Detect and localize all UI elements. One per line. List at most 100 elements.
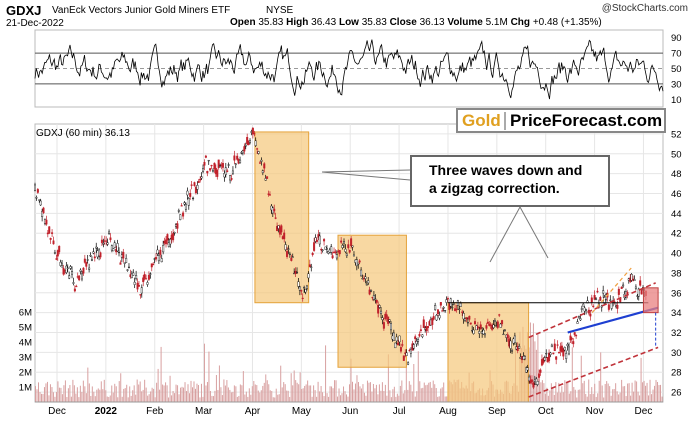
candle-body	[610, 302, 613, 309]
volume-bar	[582, 383, 584, 402]
volume-bar	[567, 381, 569, 402]
candle-body	[291, 256, 294, 258]
volume-bar	[135, 394, 137, 402]
volume-bar	[589, 394, 591, 402]
volume-bar	[618, 394, 620, 402]
volume-bar	[283, 382, 285, 402]
volume-bar	[196, 383, 198, 402]
volume-bar	[90, 395, 92, 402]
volume-bar	[429, 381, 431, 402]
volume-bar	[350, 358, 352, 402]
volume-bar	[655, 379, 657, 402]
volume-bar	[393, 386, 395, 402]
candle-body	[352, 254, 355, 257]
candle-body	[177, 210, 180, 212]
candle-body	[130, 273, 133, 278]
volume-bar	[329, 386, 331, 402]
candle-body	[169, 239, 172, 245]
volume-bar	[441, 387, 443, 402]
volume-bar	[371, 391, 373, 402]
volume-bar	[320, 386, 322, 402]
candle-body	[311, 253, 314, 256]
volume-bar	[45, 383, 47, 402]
volume-bar	[275, 388, 277, 402]
volume-bar	[199, 397, 201, 402]
candle-body	[41, 211, 44, 218]
volume-bar	[88, 383, 90, 402]
volume-bar	[314, 390, 316, 402]
candle-body	[256, 148, 259, 150]
volume-bar	[369, 382, 371, 402]
volume-bar	[607, 383, 609, 402]
volume-bar	[637, 391, 639, 402]
candle-body	[82, 267, 85, 274]
candle-body	[548, 352, 551, 362]
candle-body	[305, 285, 308, 289]
candle-body	[407, 362, 410, 365]
candle-body	[448, 303, 451, 310]
rsi-tick-label: 10	[671, 95, 682, 106]
volume-bar	[215, 375, 217, 402]
volume-bar	[268, 384, 270, 402]
volume-bar	[91, 386, 93, 402]
volume-bar	[218, 365, 220, 402]
candle-body	[320, 248, 323, 251]
candle-body	[55, 258, 58, 260]
volume-bar	[381, 382, 383, 402]
volume-bar	[263, 382, 265, 402]
volume-bar	[440, 388, 442, 402]
candle-body	[340, 240, 343, 243]
candle-body	[419, 329, 422, 331]
volume-bar	[61, 394, 63, 402]
candle-body	[61, 263, 64, 266]
candle-body	[307, 273, 310, 279]
candle-body	[536, 381, 539, 385]
volume-bar	[220, 387, 222, 402]
volume-bar	[326, 393, 328, 402]
volume-bar	[251, 386, 253, 402]
candle-body	[344, 248, 347, 252]
volume-bar	[292, 385, 294, 402]
channel-lower-line	[528, 346, 659, 398]
volume-bar	[256, 385, 258, 402]
volume-bar	[612, 389, 614, 402]
volume-bar	[189, 393, 191, 402]
candle-body	[113, 242, 116, 248]
rsi-tick-label: 70	[671, 49, 682, 60]
volume-bar	[257, 390, 259, 402]
volume-bar	[106, 396, 108, 402]
candle-body	[545, 352, 548, 355]
candle-body	[442, 307, 445, 309]
volume-bar	[658, 385, 660, 402]
volume-bar	[262, 385, 264, 402]
volume-bar	[597, 393, 599, 402]
volume-bar	[432, 380, 434, 402]
volume-bar	[147, 395, 149, 402]
candle-body	[231, 170, 234, 174]
candle-body	[105, 240, 108, 242]
volume-bar	[72, 379, 74, 402]
candle-body	[575, 335, 578, 337]
volume-bar	[212, 396, 214, 402]
candle-body	[216, 170, 219, 177]
volume-bar	[332, 388, 334, 402]
candle-body	[162, 245, 165, 253]
volume-bar	[574, 389, 576, 402]
candle-body	[593, 295, 596, 300]
candle-body	[234, 163, 237, 165]
candle-body	[36, 189, 39, 193]
candle-body	[558, 352, 561, 354]
candle-body	[389, 323, 392, 331]
candle-body	[603, 297, 606, 304]
volume-bar	[420, 388, 422, 402]
candle-body	[380, 310, 383, 315]
candle-body	[210, 164, 213, 167]
volume-bar	[226, 380, 228, 402]
candle-body	[523, 356, 526, 360]
candle-body	[310, 266, 313, 268]
candle-body	[543, 357, 546, 361]
volume-bar	[229, 389, 231, 402]
candle-body	[173, 232, 176, 234]
volume-bar	[610, 395, 612, 402]
volume-bar	[642, 382, 644, 402]
